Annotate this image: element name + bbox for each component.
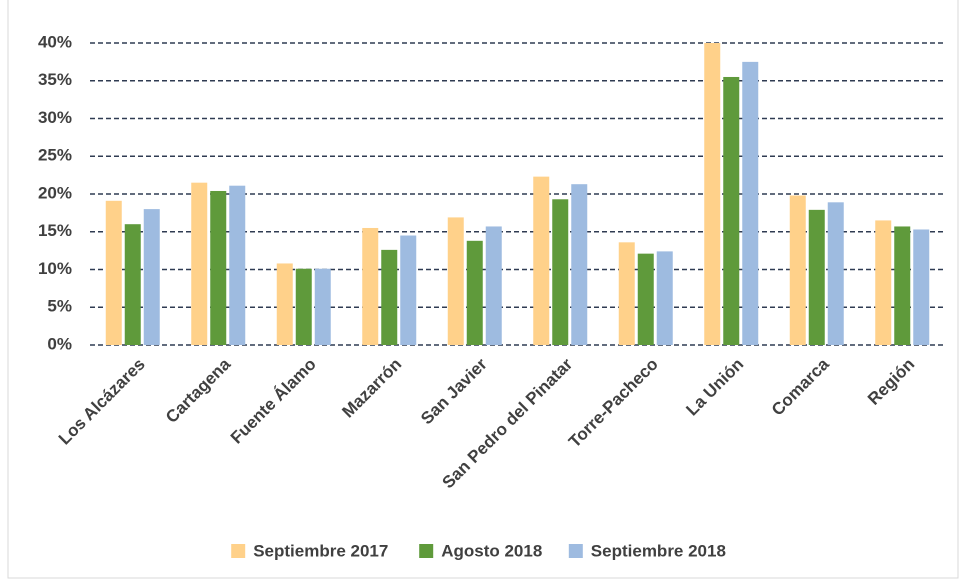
legend-label: Agosto 2018 — [441, 541, 542, 560]
bar — [637, 253, 654, 345]
x-tick-label: Comarca — [768, 354, 833, 419]
x-tick-label: Mazarrón — [338, 355, 405, 422]
bar — [229, 185, 246, 345]
y-tick-label: 35% — [38, 70, 72, 89]
bar — [656, 251, 673, 345]
bar — [894, 226, 911, 345]
bar — [723, 76, 740, 345]
bar — [875, 220, 892, 345]
y-tick-label: 30% — [38, 108, 72, 127]
bar — [742, 61, 759, 345]
legend-swatch — [231, 544, 246, 558]
bar — [704, 43, 721, 345]
y-tick-label: 10% — [38, 259, 72, 278]
bar — [827, 202, 844, 345]
bar — [143, 209, 160, 345]
bar — [314, 268, 331, 345]
bar — [210, 190, 227, 345]
legend-label: Septiembre 2017 — [253, 541, 388, 560]
x-tick-label: Cartagena — [162, 354, 235, 427]
x-tick-label: La Unión — [682, 355, 747, 420]
y-tick-label: 0% — [47, 334, 72, 353]
bar — [447, 217, 464, 345]
x-tick-label: San Javier — [417, 354, 491, 428]
bar — [400, 235, 417, 345]
x-tick-label: Torre-Pacheco — [565, 355, 662, 452]
y-tick-label: 20% — [38, 183, 72, 202]
legend-label: Septiembre 2018 — [591, 541, 726, 560]
bar — [618, 242, 635, 345]
bar — [485, 226, 502, 345]
x-tick-label: Región — [864, 355, 918, 409]
bar — [552, 199, 569, 345]
bar — [105, 200, 122, 345]
y-tick-label: 15% — [38, 221, 72, 240]
bar — [913, 229, 930, 345]
bar — [362, 227, 379, 345]
bar — [124, 224, 141, 345]
bar — [191, 182, 208, 345]
legend-swatch — [568, 544, 583, 558]
bar — [571, 184, 588, 345]
legend-swatch — [419, 544, 434, 558]
bar — [295, 268, 312, 345]
y-tick-label: 40% — [38, 32, 72, 51]
bar — [276, 263, 293, 345]
bar — [381, 249, 398, 345]
x-tick-label: Fuente Álamo — [227, 355, 320, 448]
y-tick-label: 25% — [38, 146, 72, 165]
bar — [533, 176, 550, 345]
y-tick-label: 5% — [47, 297, 72, 316]
x-tick-label: Los Alcázares — [55, 355, 149, 449]
chart-frame — [7, 0, 959, 579]
bar — [466, 240, 483, 345]
bar — [808, 209, 825, 345]
bar — [789, 195, 806, 345]
